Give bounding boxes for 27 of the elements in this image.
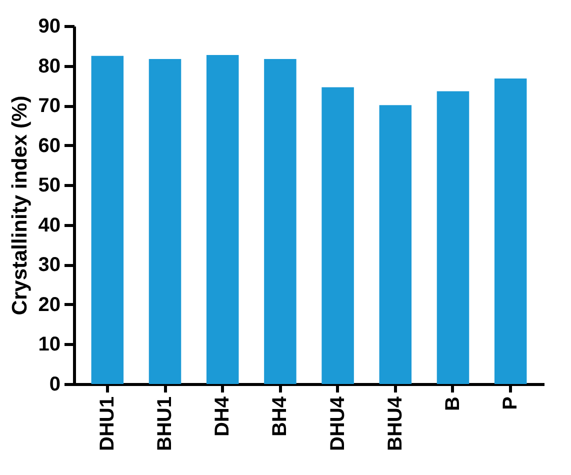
y-tick-label: 50 bbox=[38, 174, 60, 197]
x-tick-label: DH4 bbox=[212, 396, 234, 437]
y-tick-label: 0 bbox=[49, 374, 60, 396]
y-tick-label: 10 bbox=[38, 334, 60, 356]
x-tick-label: B bbox=[442, 396, 464, 411]
y-tick-label: 80 bbox=[38, 55, 60, 78]
bar bbox=[206, 55, 239, 384]
x-tick-label: BHU4 bbox=[384, 396, 406, 451]
y-tick-label: 40 bbox=[38, 214, 60, 236]
y-tick-label: 60 bbox=[38, 134, 60, 157]
x-tick-label: BH4 bbox=[269, 396, 292, 437]
bar bbox=[264, 59, 296, 384]
x-tick-label: DHU4 bbox=[326, 396, 349, 451]
y-tick-label: 20 bbox=[38, 294, 60, 316]
y-tick-label: 90 bbox=[38, 16, 60, 38]
x-tick-label: BHU1 bbox=[154, 396, 176, 451]
bar bbox=[494, 78, 527, 384]
bar bbox=[379, 105, 412, 384]
bar bbox=[322, 87, 354, 384]
bar bbox=[436, 91, 470, 384]
y-axis-title: Crystallinity index (%) bbox=[8, 96, 32, 316]
x-tick-label: DHU1 bbox=[96, 396, 118, 451]
x-tick-label: P bbox=[500, 396, 522, 410]
bar bbox=[91, 56, 124, 384]
y-tick-label: 70 bbox=[38, 95, 60, 118]
bar bbox=[148, 59, 182, 384]
y-tick-label: 30 bbox=[38, 254, 60, 276]
